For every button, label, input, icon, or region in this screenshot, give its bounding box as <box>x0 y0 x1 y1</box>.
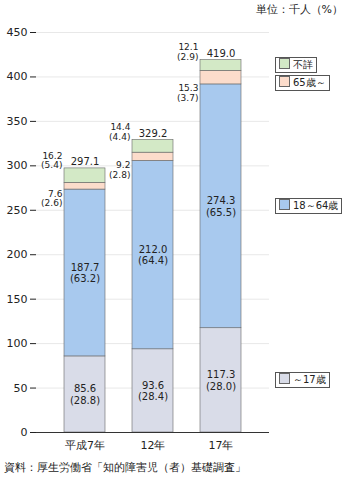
svg-text:419.0: 419.0 <box>207 48 236 59</box>
svg-text:12年: 12年 <box>141 439 166 452</box>
svg-text:300: 300 <box>7 159 28 172</box>
html-text:18～64歳: 18～64歳 <box>293 199 339 211</box>
svg-text:400: 400 <box>7 70 28 83</box>
html-text:65歳～: 65歳～ <box>293 76 326 88</box>
html-text:不詳: 不詳 <box>293 58 313 70</box>
svg-text:187.7(63.2): 187.7(63.2) <box>70 262 100 285</box>
svg-text:274.3(65.5): 274.3(65.5) <box>206 195 236 218</box>
svg-text:16.2(5.4): 16.2(5.4) <box>41 151 62 171</box>
svg-text:297.1: 297.1 <box>71 156 100 167</box>
svg-text:150: 150 <box>7 293 28 306</box>
svg-text:17年: 17年 <box>209 439 234 452</box>
svg-text:9.2(2.8): 9.2(2.8) <box>109 160 130 180</box>
svg-text:12.1(2.9): 12.1(2.9) <box>177 42 198 62</box>
svg-text:0: 0 <box>21 426 28 439</box>
svg-text:350: 350 <box>7 115 28 128</box>
svg-text:212.0(64.4): 212.0(64.4) <box>138 244 168 267</box>
svg-text:7.6(2.6): 7.6(2.6) <box>41 189 63 209</box>
svg-text:329.2: 329.2 <box>139 128 168 139</box>
svg-text:平成7年: 平成7年 <box>65 439 105 452</box>
svg-text:117.3(28.0): 117.3(28.0) <box>206 369 236 392</box>
html-text:資料：厚生労働省「知的障害児（者）基礎調査」: 資料：厚生労働省「知的障害児（者）基礎調査」 <box>4 461 246 474</box>
svg-text:14.4(4.4): 14.4(4.4) <box>109 122 131 142</box>
html-text:～17歳: ～17歳 <box>293 373 326 385</box>
svg-text:200: 200 <box>7 248 28 261</box>
svg-text:100: 100 <box>7 337 28 350</box>
svg-text:85.6(28.8): 85.6(28.8) <box>70 383 100 406</box>
svg-text:93.6(28.4): 93.6(28.4) <box>138 380 168 403</box>
svg-text:50: 50 <box>14 382 28 395</box>
svg-text:450: 450 <box>7 26 28 39</box>
svg-text:250: 250 <box>7 204 28 217</box>
html-text:単位：千人（%）: 単位：千人（%） <box>255 3 343 16</box>
svg-text:15.3(3.7): 15.3(3.7) <box>177 83 198 103</box>
